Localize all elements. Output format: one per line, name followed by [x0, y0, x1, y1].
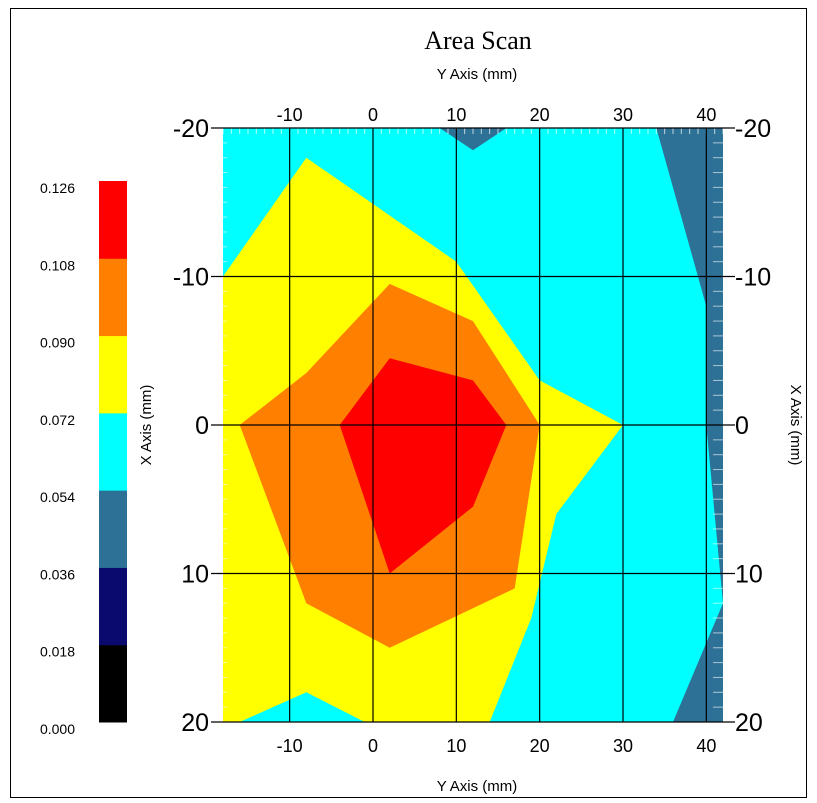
chart-frame: Area Scan Y Axis (mm) Y Axis (mm) X Axis (m… [10, 8, 807, 798]
y-tick-label-right: 0 [735, 412, 749, 440]
x-axis-title-bottom: Y Axis (mm) [437, 778, 518, 795]
colorbar-segment-4 [99, 335, 127, 414]
chart-title: Area Scan [424, 26, 532, 55]
x-axis-title-top: Y Axis (mm) [437, 66, 518, 83]
x-tick-label-bottom: 30 [613, 736, 633, 756]
x-tick-label-top: 30 [613, 105, 633, 125]
x-tick-label-bottom: -10 [277, 736, 303, 756]
colorbar-label: 0.126 [40, 180, 75, 196]
colorbar-segment-2 [99, 490, 127, 568]
colorbar-segment-1 [99, 567, 127, 646]
y-tick-label-left: 0 [195, 412, 209, 440]
x-tick-label-bottom: 0 [368, 736, 378, 756]
y-tick-label-left: -10 [173, 264, 209, 292]
x-tick-label-top: 40 [696, 105, 716, 125]
x-tick-label-bottom: 40 [696, 736, 716, 756]
y-tick-label-left: 10 [181, 561, 209, 589]
area-scan-chart: Area Scan Y Axis (mm) Y Axis (mm) X Axis (m… [40, 26, 804, 795]
contour-band-4 [339, 358, 507, 574]
x-tick-label-top: 20 [530, 105, 550, 125]
y-axis-title-left: X Axis (mm) [138, 385, 155, 466]
colorbar-label: 0.036 [40, 566, 75, 582]
colorbar-segment-0 [99, 644, 127, 723]
y-tick-label-right: -10 [735, 264, 771, 292]
colorbar-label: 0.000 [40, 721, 75, 737]
y-tick-label-right: -20 [735, 115, 771, 143]
colorbar-label: 0.108 [40, 257, 75, 273]
colorbar-label: 0.054 [40, 489, 75, 505]
colorbar-label: 0.072 [40, 412, 75, 428]
colorbar-label: 0.018 [40, 644, 75, 660]
y-tick-label-right: 10 [735, 561, 763, 589]
y-axis-title-right: X Axis (mm) [787, 385, 804, 466]
x-tick-label-top: 10 [446, 105, 466, 125]
x-tick-label-top: 0 [368, 105, 378, 125]
x-tick-label-bottom: 20 [530, 736, 550, 756]
colorbar-segment-6 [99, 181, 127, 259]
x-tick-label-top: -10 [277, 105, 303, 125]
colorbar-segment-5 [99, 258, 127, 337]
x-tick-label-bottom: 10 [446, 736, 466, 756]
y-tick-label-left: -20 [173, 115, 209, 143]
y-tick-label-right: 20 [735, 709, 763, 737]
y-tick-label-left: 20 [181, 709, 209, 737]
colorbar-label: 0.090 [40, 335, 75, 351]
colorbar-segment-3 [99, 412, 127, 491]
